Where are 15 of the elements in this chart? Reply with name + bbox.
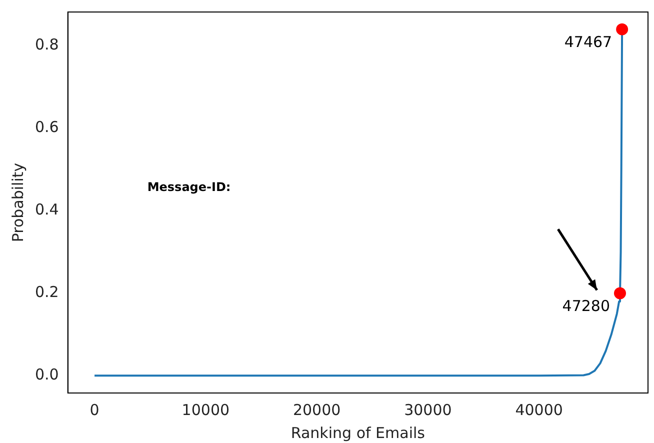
x-tick-label: 20000 xyxy=(292,400,341,419)
annotation: 47280 xyxy=(562,297,610,316)
annotation: Message-ID: xyxy=(147,180,231,194)
x-axis-title: Ranking of Emails xyxy=(290,424,426,442)
y-tick-label: 0.4 xyxy=(34,200,59,219)
y-axis-title: Probability xyxy=(8,162,27,242)
x-tick-label: 0 xyxy=(90,400,100,419)
y-tick-label: 0.0 xyxy=(34,366,59,384)
annotation: 47467 xyxy=(564,33,612,52)
x-tick-label: 30000 xyxy=(404,400,452,419)
y-tick-label: 0.8 xyxy=(34,36,59,54)
x-tick-label: 40000 xyxy=(515,400,563,419)
x-tick-label: 10000 xyxy=(182,400,230,419)
y-tick-label: 0.2 xyxy=(34,283,59,302)
y-tick-label: 0.6 xyxy=(34,118,59,136)
